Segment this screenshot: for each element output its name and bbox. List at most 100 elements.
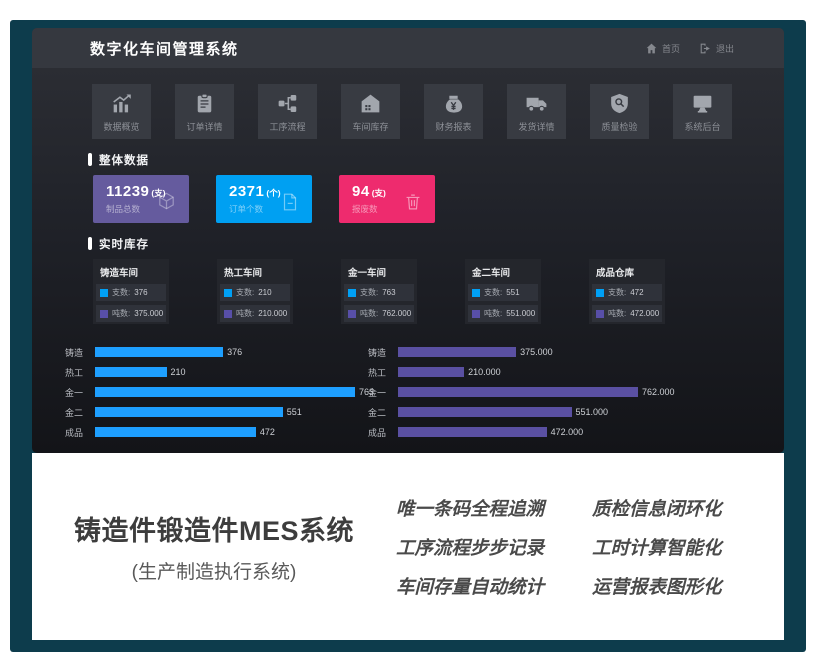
tons-row: 吨数: 210.000 bbox=[220, 305, 290, 322]
pieces-value: 551 bbox=[506, 288, 520, 297]
inventory-panel-thermal: 热工车间 支数: 210 吨数: 210.000 bbox=[217, 259, 293, 324]
inventory-section-head: 实时库存 bbox=[88, 237, 784, 251]
chart-category-label: 成品 bbox=[368, 427, 387, 438]
nav-label: 发货详情 bbox=[518, 121, 555, 132]
logout-icon bbox=[698, 42, 712, 55]
process-flow-icon bbox=[275, 91, 300, 116]
pieces-label: 支数: bbox=[112, 288, 131, 297]
chart-bar-row: 金二 551 bbox=[65, 402, 368, 422]
pieces-row: 支数: 551 bbox=[468, 284, 538, 301]
chart-value-label: 210 bbox=[170, 367, 186, 377]
nav-row: 数据概览 订单详情 工序流程 车间库存 财务报表 发货详情 bbox=[92, 84, 784, 139]
chart-value-label: 472.000 bbox=[550, 427, 584, 437]
tons-value: 472.000 bbox=[630, 309, 660, 318]
chart-value-label: 472 bbox=[259, 427, 275, 437]
chart-bar bbox=[398, 427, 547, 437]
chart-category-label: 金一 bbox=[65, 387, 84, 398]
chart-bar-row: 金一 762.000 bbox=[368, 382, 675, 402]
nav-item-finance-report[interactable]: 财务报表 bbox=[424, 84, 483, 139]
chart-category-label: 铸造 bbox=[65, 347, 84, 358]
workshop-name: 热工车间 bbox=[224, 268, 263, 279]
nav-item-quality-inspection[interactable]: 质量检验 bbox=[590, 84, 649, 139]
stat-label: 订单个数 bbox=[229, 204, 264, 214]
pieces-label: 支数: bbox=[360, 288, 379, 297]
nav-label: 质量检验 bbox=[601, 121, 638, 132]
chart-value-label: 762.000 bbox=[642, 387, 675, 397]
nav-item-system-backend[interactable]: 系统后台 bbox=[673, 84, 732, 139]
chart-bar bbox=[95, 367, 167, 377]
chart-bar bbox=[398, 367, 465, 377]
nav-item-order-details[interactable]: 订单详情 bbox=[175, 84, 234, 139]
pieces-row: 支数: 376 bbox=[96, 284, 166, 301]
chart-category-label: 热工 bbox=[65, 367, 84, 378]
pieces-legend-swatch bbox=[224, 288, 232, 297]
nav-label: 财务报表 bbox=[435, 121, 472, 132]
inventory-title: 实时库存 bbox=[99, 238, 149, 251]
dashboard-header: 数字化车间管理系统 首页 退出 bbox=[32, 28, 784, 68]
header-actions: 首页 退出 bbox=[645, 42, 734, 55]
chart-value-label: 551.000 bbox=[575, 407, 609, 417]
data-overview-icon bbox=[109, 91, 134, 116]
system-backend-icon bbox=[690, 91, 715, 116]
pieces-value: 763 bbox=[382, 288, 396, 297]
chart-category-label: 金一 bbox=[368, 387, 387, 398]
nav-label: 订单详情 bbox=[186, 121, 223, 132]
logout-link[interactable]: 退出 bbox=[698, 42, 734, 55]
promo-features: 唯一条码全程追溯 工序流程步步记录 车间存量自动统计 质检信息闭环化 工时计算智… bbox=[396, 482, 722, 612]
tons-row: 吨数: 375.000 bbox=[96, 305, 166, 322]
tons-label: 吨数: bbox=[236, 309, 255, 318]
workshop-name: 成品仓库 bbox=[596, 268, 635, 279]
tons-value: 551.000 bbox=[506, 309, 536, 318]
chart-bar-row: 铸造 375.000 bbox=[368, 342, 671, 362]
chart-category-label: 金二 bbox=[368, 407, 387, 418]
nav-item-workshop-inventory[interactable]: 车间库存 bbox=[341, 84, 400, 139]
pieces-label: 支数: bbox=[484, 288, 503, 297]
section-marker bbox=[88, 153, 92, 166]
tons-legend-swatch bbox=[472, 309, 480, 318]
pieces-row: 支数: 210 bbox=[220, 284, 290, 301]
stat-unit: (支) bbox=[151, 188, 166, 198]
feature-item: 工序流程步步记录 bbox=[396, 536, 545, 558]
chart-bar bbox=[398, 407, 572, 417]
chart-bar-row: 金一 763 bbox=[65, 382, 374, 402]
stat-value: 11239 bbox=[106, 183, 150, 200]
tons-row: 吨数: 762.000 bbox=[344, 305, 414, 322]
stat-value: 2371 bbox=[229, 183, 265, 200]
chart-value-label: 763 bbox=[359, 387, 375, 397]
home-label: 首页 bbox=[661, 43, 680, 54]
order-details-icon bbox=[192, 91, 217, 116]
chart-bar bbox=[95, 387, 355, 397]
dashboard-screenshot: 数字化车间管理系统 首页 退出 数据概览 订单详情 bbox=[32, 28, 784, 453]
chart-bar-row: 成品 472.000 bbox=[368, 422, 671, 442]
nav-item-process-flow[interactable]: 工序流程 bbox=[258, 84, 317, 139]
nav-item-shipping-details[interactable]: 发货详情 bbox=[507, 84, 566, 139]
stat-card-total-products: 11239 (支) 制品总数 bbox=[93, 175, 189, 223]
chart-bar bbox=[398, 347, 517, 357]
chart-bar-row: 铸造 376 bbox=[65, 342, 368, 362]
pieces-row: 支数: 763 bbox=[344, 284, 414, 301]
stat-card-scrap-count: 94 (支) 报废数 bbox=[339, 175, 435, 223]
logout-label: 退出 bbox=[715, 43, 734, 54]
chart-category-label: 金二 bbox=[65, 407, 84, 418]
quality-inspection-icon bbox=[607, 91, 632, 116]
trash-icon bbox=[402, 191, 424, 218]
tons-legend-swatch bbox=[596, 309, 604, 318]
stat-unit: (个) bbox=[266, 188, 281, 198]
workshop-name: 铸造车间 bbox=[100, 268, 139, 279]
inventory-panels-row: 铸造车间 支数: 376 吨数: 375.000 热工车间 支数: 210 吨数: 21… bbox=[93, 259, 784, 324]
pieces-legend-swatch bbox=[596, 288, 604, 297]
stat-cards-row: 11239 (支) 制品总数 2371 (个) 订单个数 94 (支) 报废数 bbox=[93, 175, 784, 223]
pieces-value: 210 bbox=[258, 288, 272, 297]
home-link[interactable]: 首页 bbox=[645, 42, 680, 55]
inventory-panel-casting: 铸造车间 支数: 376 吨数: 375.000 bbox=[93, 259, 169, 324]
pieces-value: 376 bbox=[134, 288, 148, 297]
tons-value: 762.000 bbox=[382, 309, 412, 318]
pieces-legend-swatch bbox=[100, 288, 108, 297]
document-icon bbox=[279, 191, 301, 218]
stat-label: 制品总数 bbox=[106, 204, 141, 214]
nav-label: 车间库存 bbox=[352, 121, 389, 132]
promo-section: 铸造件锻造件MES系统 (生产制造执行系统) 唯一条码全程追溯 工序流程步步记录… bbox=[32, 453, 784, 640]
feature-item: 唯一条码全程追溯 bbox=[396, 497, 545, 519]
pieces-legend-swatch bbox=[472, 288, 480, 297]
nav-item-data-overview[interactable]: 数据概览 bbox=[92, 84, 151, 139]
